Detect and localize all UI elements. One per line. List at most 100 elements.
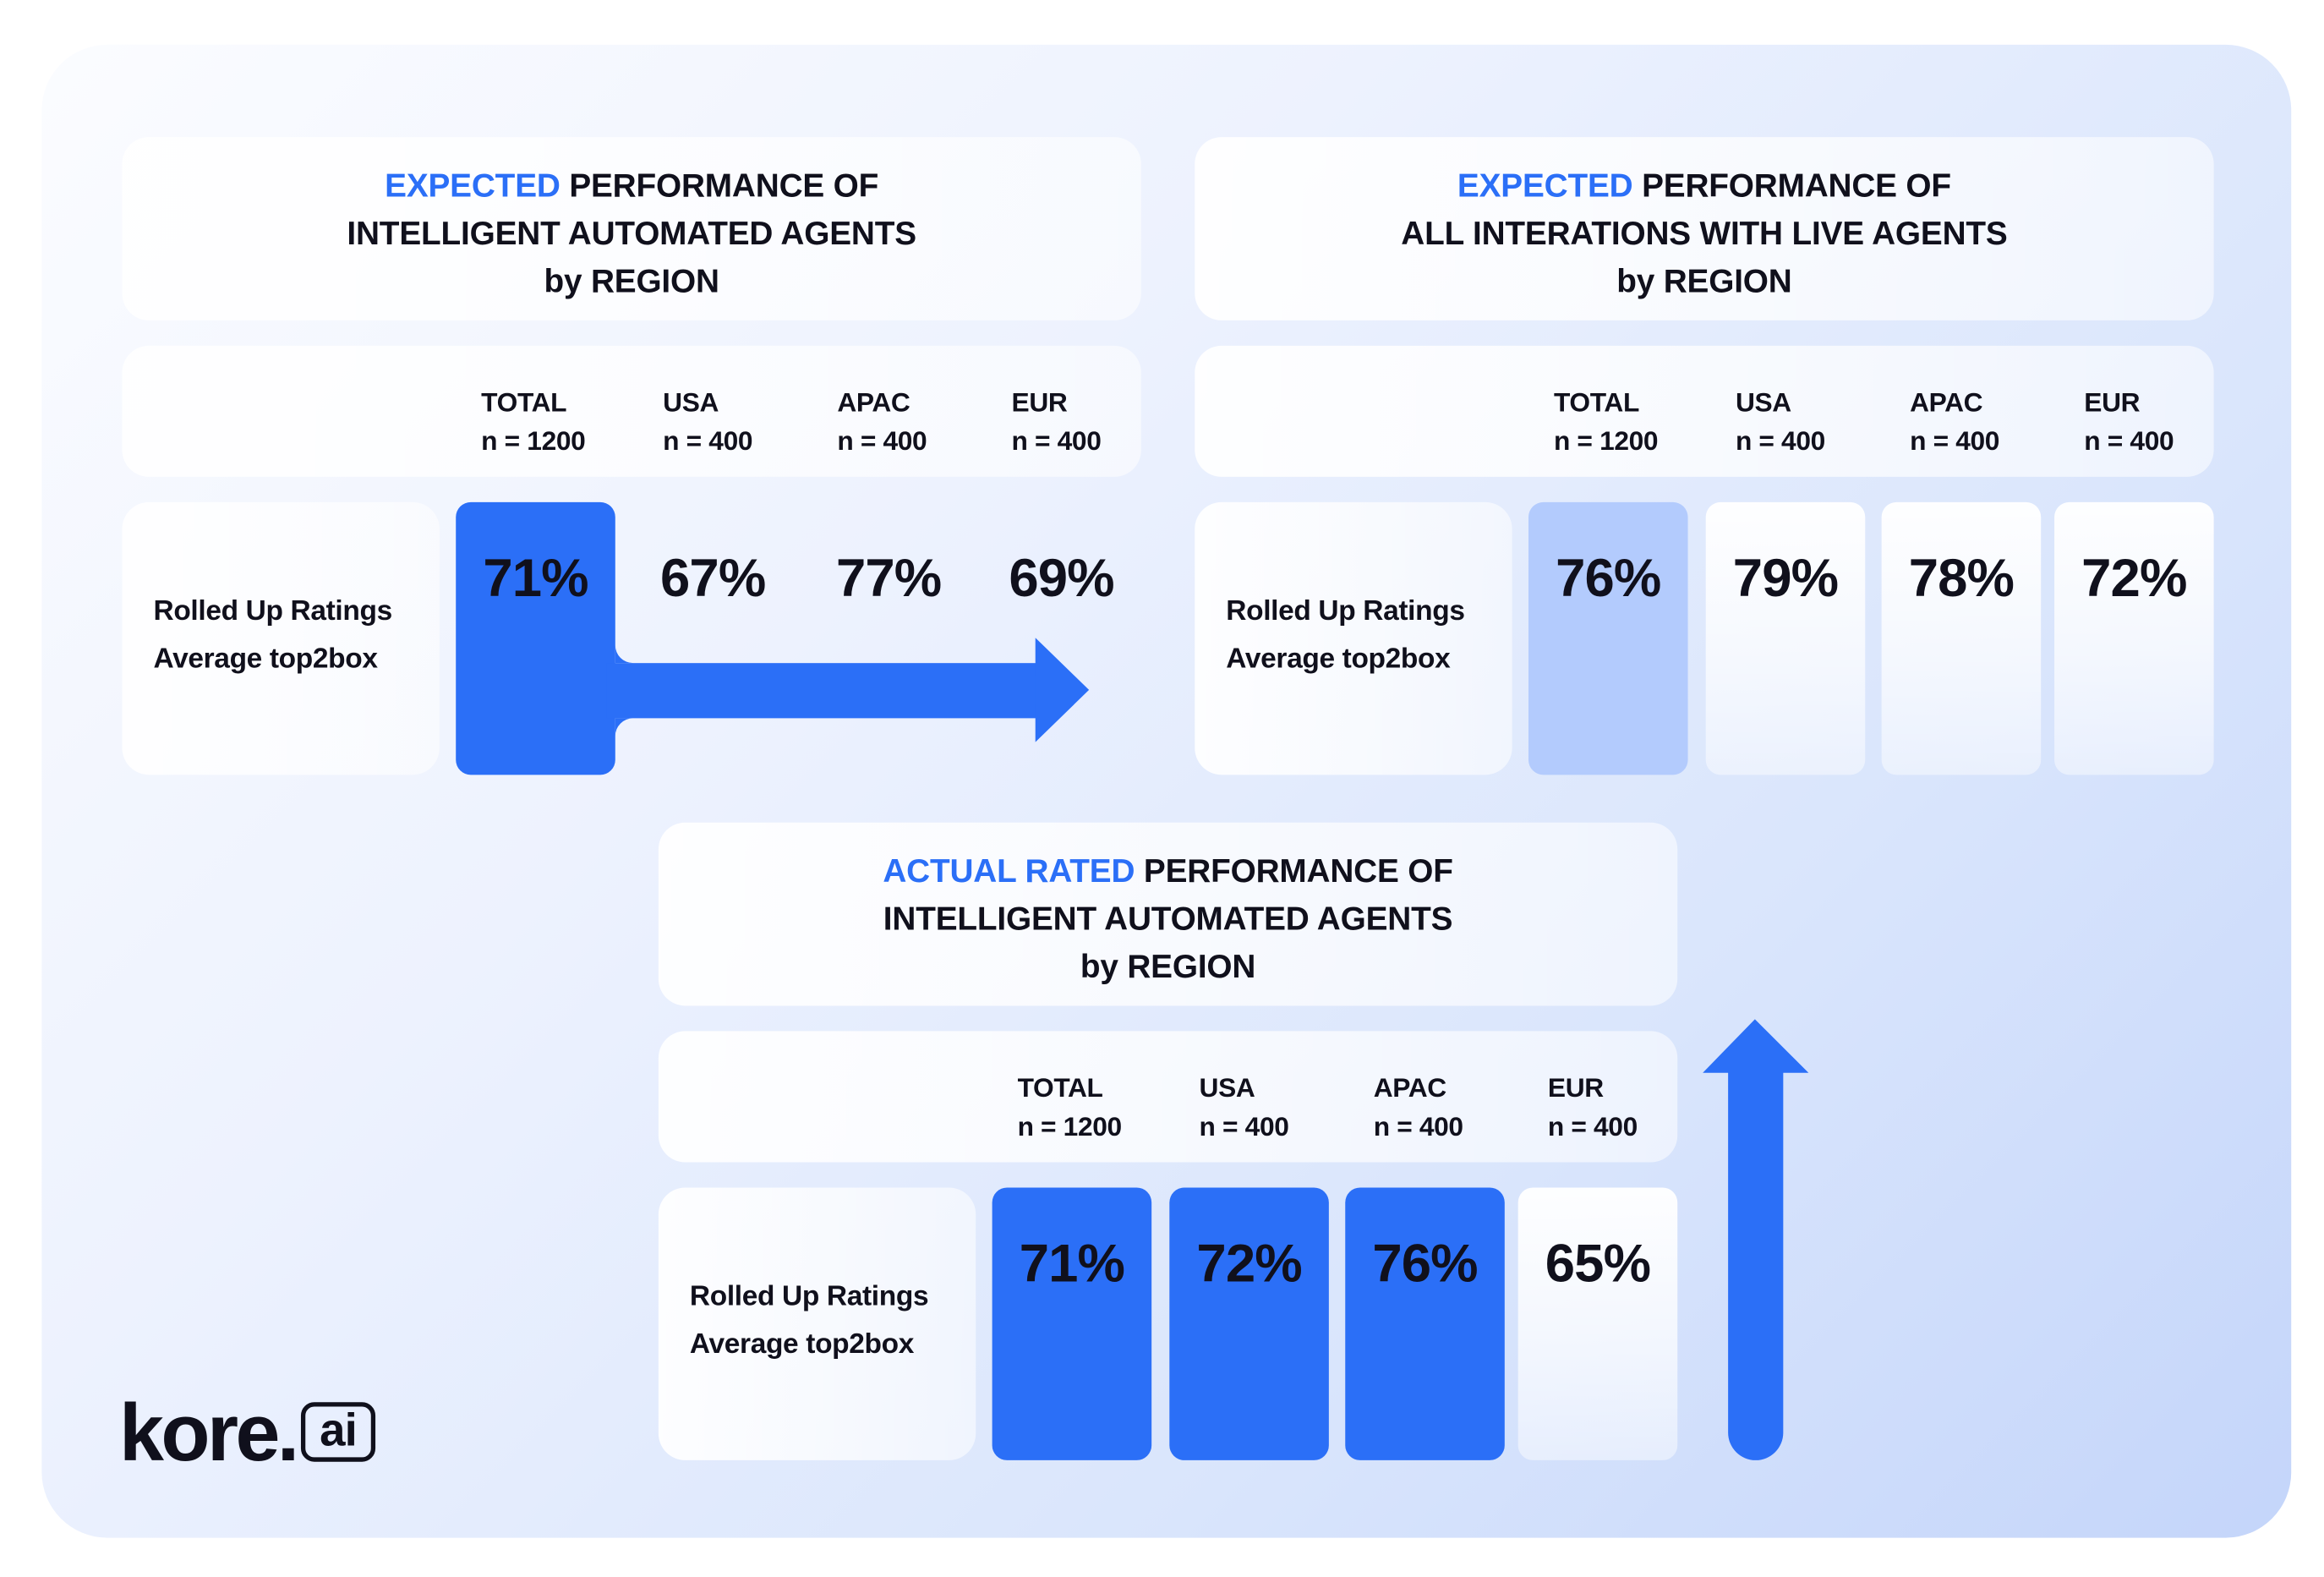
column-label: APAC — [1373, 1072, 1446, 1103]
column-sample-size: n = 1200 — [481, 425, 586, 457]
column-header-total: TOTAL n = 1200 — [1553, 383, 1659, 461]
column-header-apac: APAC n = 400 — [837, 383, 927, 461]
value-usa: 79% — [1732, 546, 1839, 608]
column-label: APAC — [837, 387, 910, 418]
column-label: TOTAL — [481, 387, 567, 418]
column-label: USA — [663, 387, 719, 418]
value-cell-total: 76% — [1528, 501, 1688, 775]
title-line-1: PERFORMANCE OF — [1143, 851, 1453, 890]
column-sample-size: n = 1200 — [1017, 1111, 1123, 1142]
title-line-3: by REGION — [544, 262, 719, 300]
value-cell-usa: 67% — [633, 502, 793, 775]
column-label: EUR — [1011, 387, 1068, 418]
column-header-usa: USA n = 400 — [663, 383, 752, 461]
column-header-usa: USA n = 400 — [1200, 1068, 1289, 1146]
logo-dot: . — [276, 1388, 300, 1479]
value-total: 71% — [1019, 1232, 1125, 1294]
row-label-line-1: Rolled Up Ratings — [689, 1281, 929, 1313]
column-label: EUR — [1547, 1072, 1604, 1103]
title-line-2: INTELLIGENT AUTOMATED AGENTS — [347, 214, 916, 252]
title-line-1: PERFORMANCE OF — [1642, 167, 1951, 205]
column-header-eur: EUR n = 400 — [2084, 383, 2174, 461]
column-sample-size: n = 1200 — [1553, 425, 1659, 457]
column-label: APAC — [1910, 387, 1983, 418]
value-apac: 78% — [1908, 546, 2015, 608]
column-header-eur: EUR n = 400 — [1548, 1068, 1638, 1146]
column-label: EUR — [2084, 387, 2141, 418]
title-box: ACTUAL RATED PERFORMANCE OF INTELLIGENT … — [658, 822, 1678, 1006]
title-highlight: ACTUAL RATED — [883, 851, 1135, 890]
value-apac: 76% — [1372, 1232, 1478, 1294]
column-header-usa: USA n = 400 — [1736, 383, 1825, 461]
value-usa: 72% — [1196, 1232, 1302, 1294]
value-apac: 77% — [835, 546, 942, 608]
column-label: TOTAL — [1017, 1072, 1103, 1103]
panel-title: EXPECTED PERFORMANCE OF ALL INTERATIONS … — [1195, 162, 2213, 305]
row-label-line-2: Average top2box — [1226, 643, 1451, 676]
value-cell-apac: 78% — [1881, 501, 2042, 775]
title-line-2: ALL INTERATIONS WITH LIVE AGENTS — [1401, 214, 2008, 252]
panel-actual-automated-agents: ACTUAL RATED PERFORMANCE OF INTELLIGENT … — [658, 822, 1678, 1460]
column-header-row: TOTAL n = 1200 USA n = 400 APAC n = 400 … — [122, 345, 1141, 477]
panel-title: ACTUAL RATED PERFORMANCE OF INTELLIGENT … — [659, 848, 1677, 991]
value-usa: 67% — [660, 546, 766, 608]
column-label: TOTAL — [1553, 387, 1639, 418]
value-cell-eur: 69% — [982, 502, 1141, 775]
value-cell-eur: 65% — [1517, 1187, 1678, 1460]
column-sample-size: n = 400 — [1011, 425, 1102, 457]
value-total: 71% — [483, 546, 588, 608]
column-sample-size: n = 400 — [1373, 1111, 1463, 1142]
column-sample-size: n = 400 — [837, 425, 927, 457]
row-label-line-1: Rolled Up Ratings — [153, 595, 393, 627]
value-cell-eur: 72% — [2054, 501, 2214, 775]
column-header-apac: APAC n = 400 — [1374, 1068, 1463, 1146]
column-header-apac: APAC n = 400 — [1910, 383, 1999, 461]
column-header-row: TOTAL n = 1200 USA n = 400 APAC n = 400 … — [658, 1031, 1678, 1163]
column-header-row: TOTAL n = 1200 USA n = 400 APAC n = 400 … — [1195, 345, 2214, 477]
row-label-line-2: Average top2box — [153, 643, 378, 676]
logo-wordmark: kore — [118, 1388, 280, 1479]
row-label: Rolled Up Ratings Average top2box — [1226, 589, 1465, 684]
value-eur: 72% — [2081, 546, 2187, 608]
value-cell-apac: 76% — [1345, 1187, 1505, 1460]
value-cell-total: 71% — [456, 501, 615, 775]
column-sample-size: n = 400 — [1910, 425, 2000, 457]
title-highlight: EXPECTED — [1457, 167, 1633, 205]
row-label: Rolled Up Ratings Average top2box — [153, 589, 393, 684]
arrow-right-icon — [606, 638, 1090, 742]
column-sample-size: n = 400 — [663, 425, 753, 457]
column-sample-size: n = 400 — [1199, 1111, 1289, 1142]
value-eur: 65% — [1545, 1232, 1651, 1294]
panel-expected-automated-agents: EXPECTED PERFORMANCE OF INTELLIGENT AUTO… — [122, 137, 1141, 775]
panel-expected-live-agents: EXPECTED PERFORMANCE OF ALL INTERATIONS … — [1195, 137, 2214, 775]
column-label: USA — [1735, 387, 1791, 418]
title-box: EXPECTED PERFORMANCE OF INTELLIGENT AUTO… — [122, 137, 1141, 320]
title-line-1: PERFORMANCE OF — [569, 167, 879, 205]
title-line-2: INTELLIGENT AUTOMATED AGENTS — [883, 900, 1453, 938]
column-sample-size: n = 400 — [1547, 1111, 1638, 1142]
logo-suffix-badge: ai — [300, 1402, 376, 1462]
column-label: USA — [1199, 1072, 1255, 1103]
value-cell-usa: 72% — [1169, 1187, 1329, 1460]
row-label: Rolled Up Ratings Average top2box — [689, 1274, 929, 1370]
value-cell-apac: 77% — [809, 502, 969, 775]
panel-title: EXPECTED PERFORMANCE OF INTELLIGENT AUTO… — [122, 162, 1140, 305]
title-box: EXPECTED PERFORMANCE OF ALL INTERATIONS … — [1195, 137, 2214, 320]
title-highlight: EXPECTED — [385, 167, 560, 205]
column-sample-size: n = 400 — [1735, 425, 1825, 457]
title-line-3: by REGION — [1080, 947, 1256, 985]
column-sample-size: n = 400 — [2084, 425, 2174, 457]
column-header-eur: EUR n = 400 — [1012, 383, 1102, 461]
value-eur: 69% — [1009, 546, 1114, 608]
row-label-box: Rolled Up Ratings Average top2box — [1195, 501, 1512, 775]
column-header-total: TOTAL n = 1200 — [481, 383, 586, 461]
row-label-box: Rolled Up Ratings Average top2box — [122, 501, 440, 775]
row-label-box: Rolled Up Ratings Average top2box — [658, 1187, 976, 1460]
value-total: 76% — [1556, 546, 1661, 608]
column-header-total: TOTAL n = 1200 — [1017, 1068, 1123, 1146]
value-cell-usa: 79% — [1705, 501, 1866, 775]
row-label-line-1: Rolled Up Ratings — [1226, 595, 1465, 627]
value-cell-total: 71% — [992, 1187, 1152, 1460]
row-label-line-2: Average top2box — [689, 1328, 915, 1361]
